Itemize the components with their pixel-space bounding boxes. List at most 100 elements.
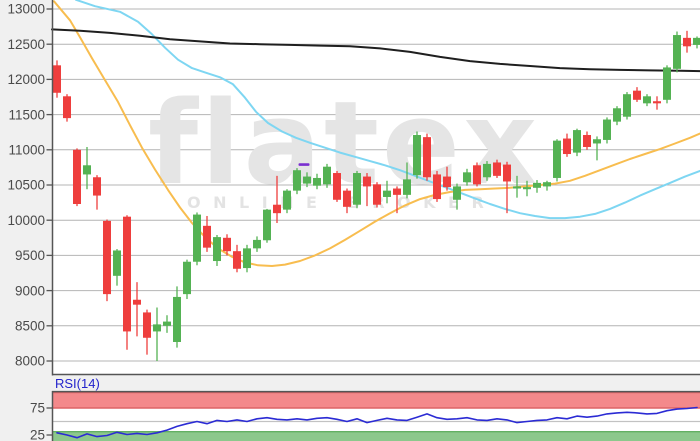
candlestick-down xyxy=(443,166,451,191)
candlestick-down xyxy=(233,244,241,273)
candlestick-up xyxy=(383,180,391,204)
candle-body xyxy=(613,108,621,122)
candlestick-down xyxy=(273,175,281,224)
candlestick-up xyxy=(413,131,421,179)
candlestick-up xyxy=(243,244,251,273)
candle-body xyxy=(273,204,281,214)
candle-body xyxy=(313,177,321,186)
candle-body xyxy=(193,214,201,262)
candlestick-down xyxy=(143,309,151,355)
candlestick-down xyxy=(343,188,351,214)
candlestick-up xyxy=(293,168,301,195)
candle-body xyxy=(493,162,501,176)
candle-body xyxy=(563,138,571,155)
candle-body xyxy=(263,209,271,241)
candle-body xyxy=(133,299,141,305)
candle-body xyxy=(573,130,581,153)
candle-body xyxy=(233,251,241,269)
candlestick-down xyxy=(473,162,481,187)
candlestick-up xyxy=(163,315,171,333)
candle-body xyxy=(203,225,211,248)
candlestick-up xyxy=(513,175,521,198)
candle-body xyxy=(643,96,651,104)
rsi-overbought-band xyxy=(53,392,700,408)
candlestick-up xyxy=(463,168,471,186)
candlestick-down xyxy=(423,133,431,181)
candle-body xyxy=(553,140,561,178)
candle-body xyxy=(53,65,61,93)
candle-body xyxy=(293,170,301,191)
candle-body xyxy=(623,94,631,117)
candlestick-up xyxy=(403,162,411,199)
candle-body xyxy=(323,166,331,185)
candle-body xyxy=(413,135,421,176)
candlestick-up xyxy=(353,170,361,209)
watermark-subtitle-text: ONLINE BROKER xyxy=(187,193,496,212)
y-axis-label: 8500 xyxy=(15,319,45,334)
candlestick-up xyxy=(593,136,601,161)
candlestick-down xyxy=(123,215,131,350)
candle-body xyxy=(593,139,601,144)
rsi-level-label: 75 xyxy=(30,401,45,416)
rsi-indicator-label: RSI(14) xyxy=(55,376,100,391)
candlestick-up xyxy=(83,146,91,190)
candle-body xyxy=(403,179,411,195)
y-axis-label: 9000 xyxy=(15,283,45,298)
y-axis-label: 12500 xyxy=(7,37,45,52)
y-axis-label: 13000 xyxy=(7,2,45,17)
candle-body xyxy=(663,67,671,100)
candlestick-up xyxy=(453,183,461,210)
y-axis-label: 10000 xyxy=(7,213,45,228)
y-axis-label: 11000 xyxy=(8,143,45,158)
candlestick-up xyxy=(213,234,221,266)
candlestick-down xyxy=(653,96,661,110)
rsi-oversold-band xyxy=(53,431,700,441)
y-axis-label: 10500 xyxy=(7,178,45,193)
candlestick-up xyxy=(313,173,321,190)
candlestick-down xyxy=(363,173,371,207)
candlestick-down xyxy=(493,159,501,178)
candlestick-down xyxy=(73,148,81,207)
candle-body xyxy=(163,321,171,326)
candlestick-up xyxy=(623,92,631,120)
candlestick-down xyxy=(563,133,571,157)
y-axis-label: 11500 xyxy=(8,107,45,122)
candlestick-down xyxy=(373,182,381,208)
candlestick-down xyxy=(393,186,401,214)
candlestick-up xyxy=(193,212,201,266)
candlestick-down xyxy=(93,175,101,210)
candlestick-up xyxy=(553,139,561,182)
candle-body xyxy=(673,35,681,69)
candlestick-down xyxy=(103,219,111,302)
candlestick-up xyxy=(573,128,581,157)
candle-body xyxy=(173,296,181,342)
candlestick-up xyxy=(613,106,621,126)
rsi-panel: 75 25 xyxy=(30,390,700,441)
candlestick-up xyxy=(663,65,671,104)
candlestick-down xyxy=(683,30,691,53)
candle-body xyxy=(63,96,71,119)
candlestick-down xyxy=(223,234,231,256)
candle-body xyxy=(213,237,221,262)
candlestick-down xyxy=(203,215,211,252)
candlestick-up xyxy=(543,180,551,191)
candle-body xyxy=(463,172,471,183)
candle-body xyxy=(523,187,531,190)
candlestick-up xyxy=(323,163,331,188)
ma-long-black xyxy=(51,28,700,73)
price-gridlines: 13000 12500 12000 11500 11000 10500 10000 9500 9… xyxy=(7,2,700,369)
candle-body xyxy=(393,188,401,195)
candlestick-up xyxy=(483,161,491,181)
candle-body xyxy=(303,176,311,184)
candlestick-up xyxy=(253,236,261,252)
candle-body xyxy=(503,164,511,182)
candle-body xyxy=(123,216,131,332)
price-axis xyxy=(51,0,700,376)
candle-body xyxy=(363,176,371,187)
candle-body xyxy=(183,261,191,295)
candlestick-down xyxy=(133,282,141,337)
candlestick-down xyxy=(333,170,341,202)
candle-body xyxy=(143,312,151,338)
